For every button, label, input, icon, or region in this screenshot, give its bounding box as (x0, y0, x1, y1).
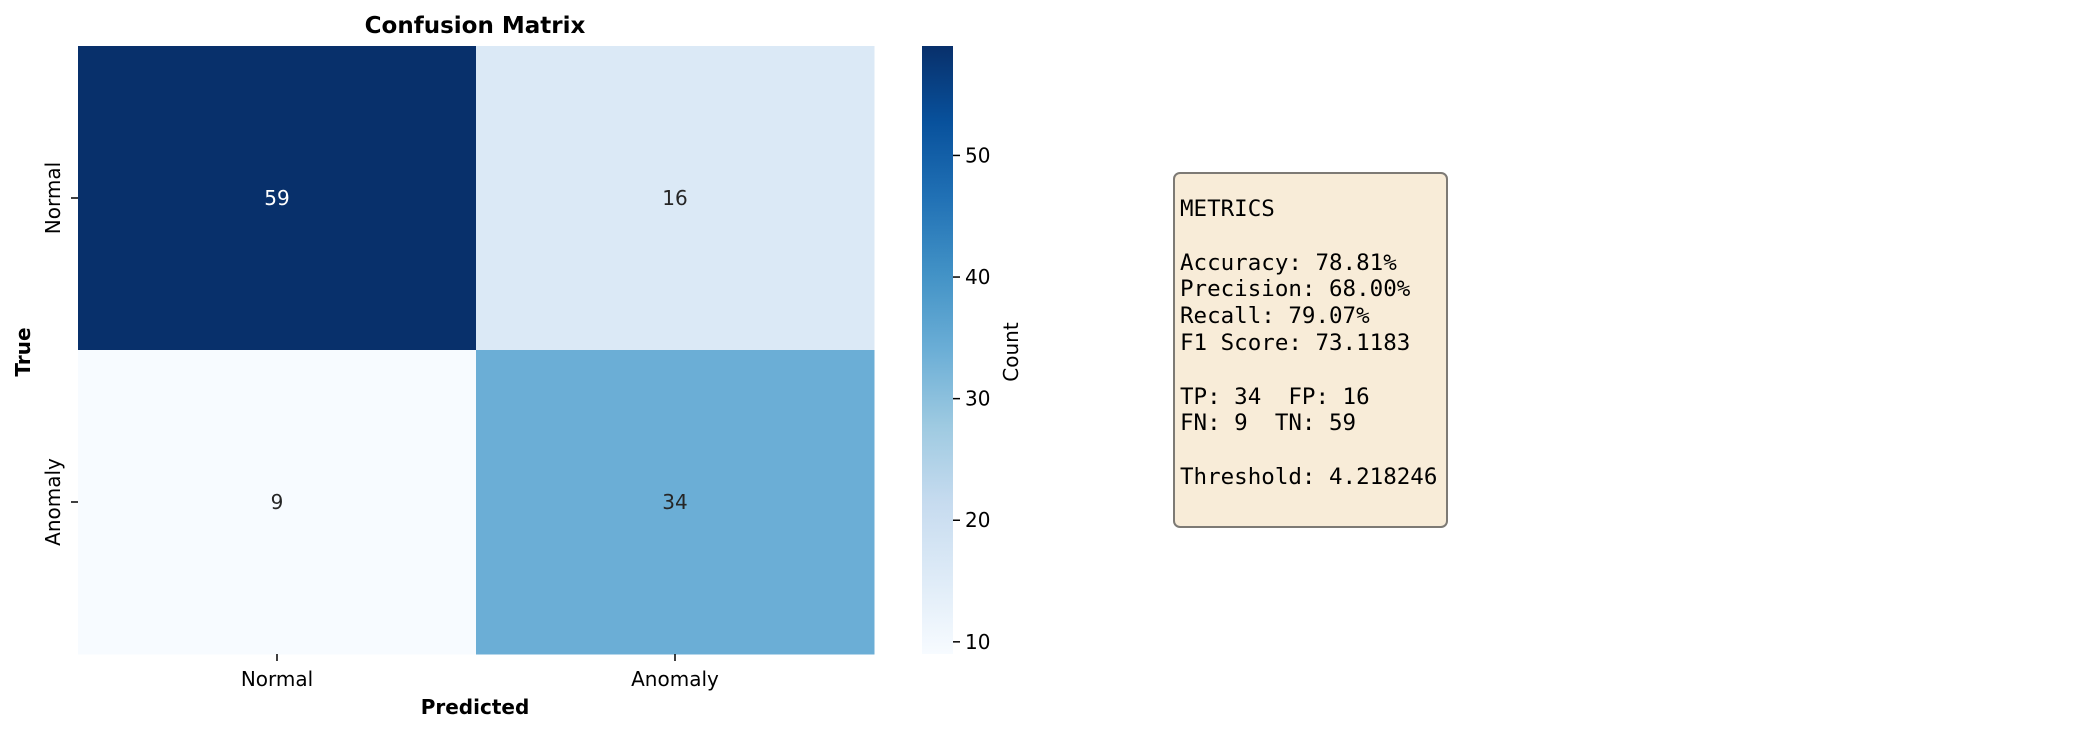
metric-tp-fp: TP: 34 FP: 16 (1180, 383, 1370, 410)
heatmap-cell (78, 350, 477, 655)
metric-accuracy: Accuracy: 78.81% (1180, 249, 1397, 276)
x-tick-label: Normal (241, 667, 313, 691)
heatmap-cell (476, 350, 875, 655)
metrics-panel: METRICS Accuracy: 78.81% Precision: 68.0… (1173, 172, 1448, 528)
cell-value-label: 34 (662, 490, 687, 514)
cell-value-label: 9 (271, 490, 284, 514)
metrics-spacer (1180, 437, 1446, 464)
chart-title: Confusion Matrix (365, 13, 586, 39)
colorbar (922, 46, 953, 654)
colorbar-tick-label: 30 (965, 387, 990, 411)
colorbar-axis: 10 20 30 40 50 (953, 143, 990, 654)
cell-value-label: 59 (264, 186, 289, 210)
heatmap-cell (78, 46, 477, 351)
heatmap-cells: 59 16 9 34 (78, 46, 875, 655)
metrics-heading: METRICS (1180, 196, 1275, 222)
metric-precision: Precision: 68.00% (1180, 276, 1411, 303)
heatmap-cell (476, 46, 875, 351)
colorbar-label: Count (999, 322, 1023, 382)
metric-f1-score: F1 Score: 73.1183 (1180, 329, 1411, 356)
metric-recall: Recall: 79.07% (1180, 303, 1370, 330)
metrics-spacer (1180, 357, 1446, 384)
cell-value-label: 16 (662, 186, 687, 210)
y-tick-label: Anomaly (41, 458, 65, 546)
colorbar-tick-label: 40 (965, 265, 990, 289)
x-axis: Normal Anomaly (241, 654, 719, 691)
x-axis-label: Predicted (421, 695, 530, 719)
y-tick-label: Normal (41, 162, 65, 234)
colorbar-tick-label: 50 (965, 143, 990, 167)
y-axis: Normal Anomaly (41, 162, 78, 546)
metrics-spacer (1180, 223, 1446, 250)
x-tick-label: Anomaly (631, 667, 719, 691)
metric-fn-tn: FN: 9 TN: 59 (1180, 410, 1357, 437)
y-axis-label: True (11, 327, 35, 376)
colorbar-tick-label: 20 (965, 508, 990, 532)
metric-threshold: Threshold: 4.218246 (1180, 463, 1438, 490)
colorbar-tick-label: 10 (965, 630, 990, 654)
